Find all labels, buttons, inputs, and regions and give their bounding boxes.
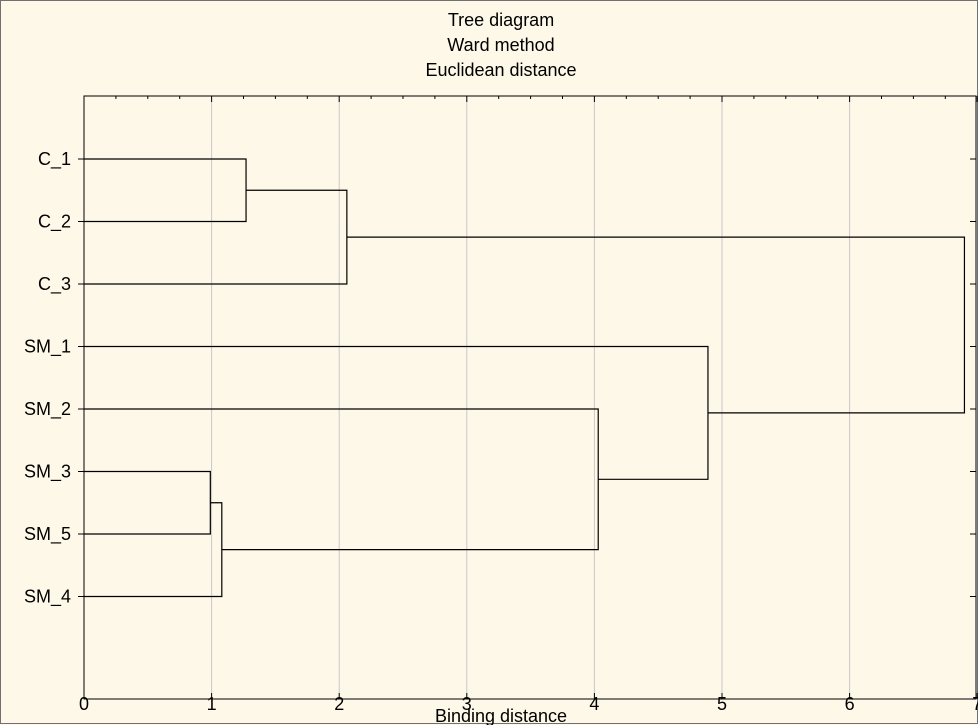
dendrogram-branch: [84, 158, 247, 223]
dendrogram-branch: [84, 189, 348, 285]
x-tick-label: 7: [972, 694, 978, 714]
chart-title: Tree diagram Ward method Euclidean distanc…: [425, 10, 576, 80]
dendrogram-branch: [346, 236, 966, 414]
x-axis-ticks: [83, 96, 978, 699]
leaf-label: C_2: [38, 212, 71, 233]
grid-lines: [211, 96, 851, 699]
chart-title-line: Ward method: [447, 35, 554, 55]
leaf-label: SM_2: [24, 399, 71, 420]
leaf-label: C_3: [38, 274, 71, 295]
x-axis-tick-labels: 0 1 2 3 4 5 6 7: [79, 694, 978, 714]
x-axis-label: Binding distance: [435, 706, 567, 725]
chart-title-line: Euclidean distance: [425, 60, 576, 80]
leaf-label: SM_4: [24, 587, 71, 608]
x-tick-label: 5: [717, 694, 727, 714]
chart-title-line: Tree diagram: [448, 10, 554, 30]
dendrogram-branch: [84, 345, 709, 480]
dendrogram-branch: [84, 408, 599, 551]
leaf-label: SM_3: [24, 462, 71, 483]
dendrogram-branches: [84, 158, 966, 598]
leaf-label: C_1: [38, 149, 71, 170]
x-tick-label: 6: [845, 694, 855, 714]
x-tick-label: 2: [334, 694, 344, 714]
x-tick-label: 3: [462, 694, 472, 714]
dendrogram-branch: [84, 502, 223, 598]
plot-area: [83, 95, 977, 700]
x-tick-label: 4: [589, 694, 599, 714]
dendrogram-branch: [84, 470, 211, 535]
leaf-label: SM_1: [24, 337, 71, 358]
x-tick-label: 0: [79, 694, 89, 714]
leaf-labels: C_1 C_2 C_3 SM_1 SM_2 SM_3 SM_5 SM_4: [24, 149, 976, 608]
leaf-label: SM_5: [24, 524, 71, 545]
x-tick-label: 1: [207, 694, 217, 714]
